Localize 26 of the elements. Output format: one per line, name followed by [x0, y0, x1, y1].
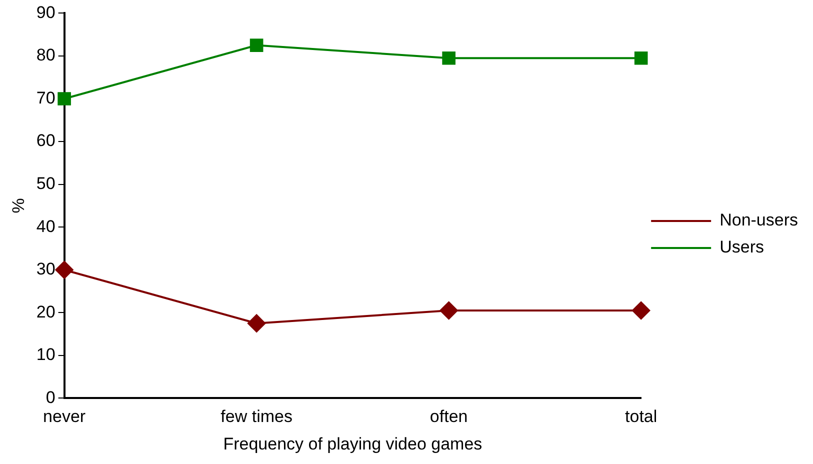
- point: [632, 302, 650, 320]
- point: [440, 302, 458, 320]
- point: [248, 314, 266, 332]
- point: [634, 51, 648, 65]
- y-axis-title: %: [8, 198, 28, 214]
- point: [55, 260, 74, 279]
- y-tick-label: 80: [36, 46, 56, 65]
- legend-label: Non-users: [720, 210, 798, 230]
- y-tick-label: 90: [36, 2, 56, 22]
- legend-label: Users: [720, 238, 764, 257]
- x-axis-title: Frequency of playing video games: [223, 434, 482, 454]
- point: [442, 51, 456, 65]
- y-tick-label: 20: [36, 302, 56, 322]
- y-tick-label: 0: [46, 388, 56, 407]
- y-tick-label: 70: [36, 88, 56, 108]
- y-tick-label: 50: [36, 174, 56, 193]
- x-tick-label: few times: [220, 407, 292, 426]
- point: [250, 38, 264, 52]
- y-tick-label: 30: [36, 260, 56, 279]
- y-tick-label: 40: [36, 216, 56, 236]
- y-tick-label: 60: [36, 131, 56, 150]
- x-tick-label: never: [43, 407, 86, 426]
- x-tick-label: often: [430, 407, 468, 426]
- point: [58, 92, 71, 106]
- y-tick-label: 10: [36, 345, 56, 364]
- x-tick-label: total: [625, 407, 658, 426]
